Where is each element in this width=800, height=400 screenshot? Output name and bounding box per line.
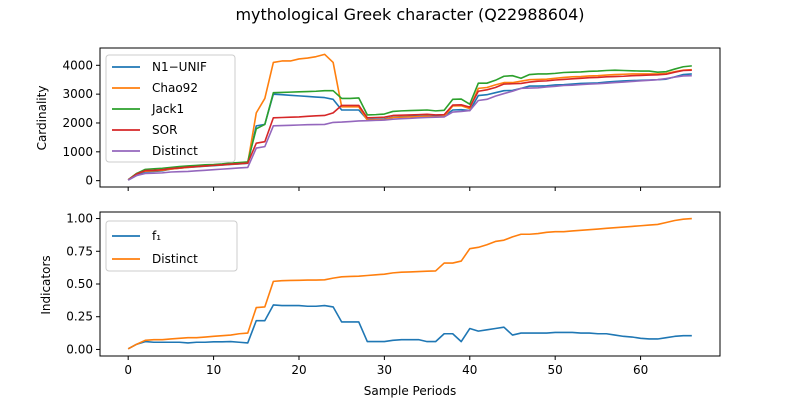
cardinality-y-axis-label: Cardinality	[35, 86, 49, 151]
cardinality-series-lines	[127, 53, 692, 181]
series-line	[127, 74, 692, 181]
legend-label: N1−UNIF	[152, 60, 207, 74]
x-tick-label: 50	[548, 363, 563, 377]
indicators-series-lines	[127, 217, 692, 350]
legend-label: SOR	[152, 123, 177, 137]
x-tick-label: 60	[633, 363, 648, 377]
y-tick-label: 0	[85, 174, 93, 188]
x-tick-label: 0	[124, 363, 132, 377]
indicators-legend: f₁ Distinct	[105, 220, 238, 272]
y-tick-label: 0.50	[66, 277, 93, 291]
x-tick-label: 10	[206, 363, 221, 377]
y-tick-label: 1000	[62, 145, 93, 159]
legend-label: Jack1	[151, 102, 184, 116]
y-tick-label: 0.00	[66, 342, 93, 356]
cardinality-plot-frame	[99, 47, 721, 188]
series-line	[127, 304, 692, 350]
indicators-y-axis-label: Indicators	[39, 255, 53, 314]
legend-label: Distinct	[152, 144, 198, 158]
x-tick-label: 20	[291, 363, 306, 377]
y-tick-label: 1.00	[66, 212, 93, 226]
y-tick-label: 0.25	[66, 310, 93, 324]
x-tick-label: 40	[462, 363, 477, 377]
cardinality-legend-box	[105, 54, 236, 163]
indicators-axis-ticks: 0.00 0.25 0.50 0.75 1.00 0 10 20 30 40 50 60	[66, 212, 648, 377]
cardinality-axis-ticks: 0 1000 2000 3000 4000	[62, 58, 642, 191]
y-tick-label: 2000	[62, 116, 93, 130]
indicators-panel: Indicators Sample Periods 0.000.250.500.…	[39, 211, 721, 398]
series-line	[127, 217, 692, 350]
figure-title: mythological Greek character (Q22988604)	[235, 5, 584, 24]
x-axis-label: Sample Periods	[364, 384, 456, 398]
legend-label: Distinct	[152, 252, 198, 266]
legend-label: Chao92	[152, 81, 198, 95]
y-tick-label: 0.75	[66, 244, 93, 258]
cardinality-panel: Cardinality 0 1000 2000 3000 4000 N1−UNIF Cha…	[35, 47, 721, 191]
y-tick-label: 3000	[62, 87, 93, 101]
series-line	[127, 65, 692, 181]
cardinality-legend: N1−UNIF Chao92 Jack1 SOR Distinct	[105, 54, 236, 163]
series-line	[127, 69, 692, 181]
legend-label: f₁	[152, 229, 161, 243]
x-tick-label: 30	[377, 363, 392, 377]
y-tick-label: 4000	[62, 58, 93, 72]
